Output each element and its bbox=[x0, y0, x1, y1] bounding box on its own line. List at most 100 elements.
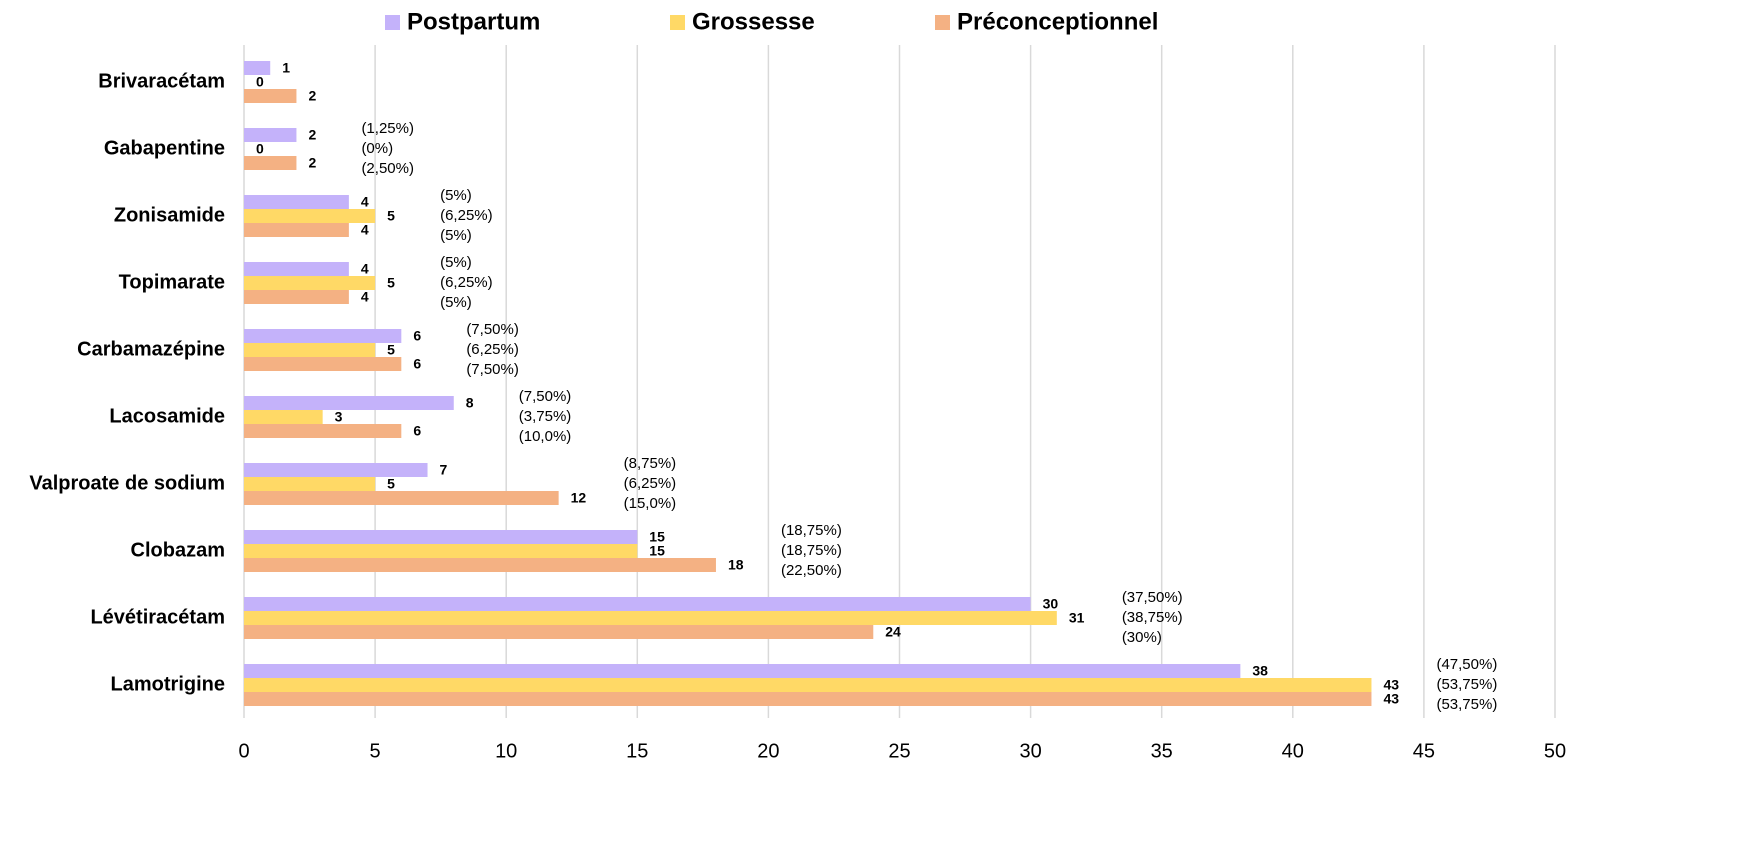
value-label: 2 bbox=[308, 88, 316, 104]
y-tick-label: Lacosamide bbox=[109, 405, 225, 427]
value-label: 5 bbox=[387, 476, 395, 492]
value-label: 0 bbox=[256, 74, 264, 90]
percent-label: (6,25%) bbox=[466, 341, 519, 358]
bar bbox=[244, 477, 376, 491]
x-tick-label: 35 bbox=[1151, 740, 1173, 762]
bar bbox=[244, 597, 1031, 611]
bar bbox=[244, 396, 454, 410]
value-label: 18 bbox=[728, 557, 744, 573]
bar bbox=[244, 195, 349, 209]
value-label: 6 bbox=[413, 423, 421, 439]
x-tick-label: 30 bbox=[1019, 740, 1041, 762]
y-tick-label: Topimarate bbox=[119, 271, 225, 293]
percent-label: (1,25%) bbox=[361, 120, 414, 137]
y-tick-label: Valproate de sodium bbox=[29, 472, 225, 494]
percent-label: (6,25%) bbox=[440, 274, 493, 291]
value-label: 5 bbox=[387, 208, 395, 224]
bar bbox=[244, 329, 402, 343]
y-tick-label: Brivaracétam bbox=[98, 70, 225, 92]
bar bbox=[244, 664, 1241, 678]
x-tick-label: 15 bbox=[626, 740, 648, 762]
bar bbox=[244, 544, 638, 558]
bar bbox=[244, 290, 349, 304]
value-label: 4 bbox=[361, 222, 369, 238]
value-label: 5 bbox=[387, 275, 395, 291]
bar bbox=[244, 209, 376, 223]
percent-label: (30%) bbox=[1122, 629, 1162, 646]
percent-label: (2,50%) bbox=[361, 160, 414, 177]
bar bbox=[244, 61, 271, 75]
x-tick-label: 45 bbox=[1413, 740, 1435, 762]
percent-label: (53,75%) bbox=[1436, 696, 1497, 713]
bar bbox=[244, 156, 297, 170]
value-label: 6 bbox=[413, 328, 421, 344]
percent-label: (0%) bbox=[361, 140, 393, 157]
bar bbox=[244, 276, 376, 290]
value-label: 30 bbox=[1043, 596, 1059, 612]
value-label: 38 bbox=[1252, 663, 1268, 679]
legend-label: Préconceptionnel bbox=[957, 8, 1158, 35]
y-tick-label: Gabapentine bbox=[104, 137, 225, 159]
value-label: 2 bbox=[308, 155, 316, 171]
bar bbox=[244, 463, 428, 477]
percent-label: (37,50%) bbox=[1122, 589, 1183, 606]
value-label: 4 bbox=[361, 289, 369, 305]
value-label: 7 bbox=[440, 462, 448, 478]
bar bbox=[244, 424, 402, 438]
value-label: 0 bbox=[256, 141, 264, 157]
legend-swatch bbox=[935, 15, 950, 30]
value-label: 2 bbox=[308, 127, 316, 143]
percent-label: (22,50%) bbox=[781, 562, 842, 579]
bar bbox=[244, 491, 559, 505]
bar bbox=[244, 611, 1057, 625]
percent-label: (3,75%) bbox=[519, 408, 572, 425]
percent-label: (5%) bbox=[440, 254, 472, 271]
value-label: 4 bbox=[361, 261, 369, 277]
x-tick-label: 0 bbox=[238, 740, 249, 762]
value-label: 15 bbox=[649, 543, 665, 559]
y-tick-label: Lamotrigine bbox=[111, 673, 225, 695]
percent-label: (5%) bbox=[440, 294, 472, 311]
percent-label: (5%) bbox=[440, 187, 472, 204]
percent-label: (6,25%) bbox=[624, 475, 677, 492]
bar bbox=[244, 128, 297, 142]
value-label: 5 bbox=[387, 342, 395, 358]
x-tick-label: 5 bbox=[370, 740, 381, 762]
percent-label: (5%) bbox=[440, 227, 472, 244]
value-label: 43 bbox=[1383, 677, 1399, 693]
value-label: 6 bbox=[413, 356, 421, 372]
percent-label: (8,75%) bbox=[624, 455, 677, 472]
bar bbox=[244, 530, 638, 544]
y-tick-label: Lévétiracétam bbox=[90, 606, 225, 628]
y-tick-label: Carbamazépine bbox=[77, 338, 225, 360]
x-tick-label: 40 bbox=[1282, 740, 1304, 762]
bar bbox=[244, 625, 874, 639]
percent-label: (53,75%) bbox=[1436, 676, 1497, 693]
value-label: 15 bbox=[649, 529, 665, 545]
bar bbox=[244, 678, 1372, 692]
percent-label: (18,75%) bbox=[781, 542, 842, 559]
bar bbox=[244, 357, 402, 371]
percent-label: (15,0%) bbox=[624, 495, 677, 512]
percent-label: (18,75%) bbox=[781, 522, 842, 539]
percent-label: (7,50%) bbox=[519, 388, 572, 405]
y-tick-label: Clobazam bbox=[131, 539, 225, 561]
bar bbox=[244, 223, 349, 237]
value-label: 43 bbox=[1383, 691, 1399, 707]
bar bbox=[244, 89, 297, 103]
percent-label: (38,75%) bbox=[1122, 609, 1183, 626]
bar bbox=[244, 558, 716, 572]
y-tick-label: Zonisamide bbox=[114, 204, 225, 226]
value-label: 12 bbox=[571, 490, 587, 506]
percent-label: (6,25%) bbox=[440, 207, 493, 224]
value-label: 3 bbox=[335, 409, 343, 425]
x-tick-label: 10 bbox=[495, 740, 517, 762]
bar bbox=[244, 410, 323, 424]
x-tick-label: 20 bbox=[757, 740, 779, 762]
percent-label: (47,50%) bbox=[1436, 656, 1497, 673]
legend-swatch bbox=[670, 15, 685, 30]
x-tick-label: 50 bbox=[1544, 740, 1566, 762]
legend-label: Grossesse bbox=[692, 8, 815, 35]
percent-label: (7,50%) bbox=[466, 321, 519, 338]
